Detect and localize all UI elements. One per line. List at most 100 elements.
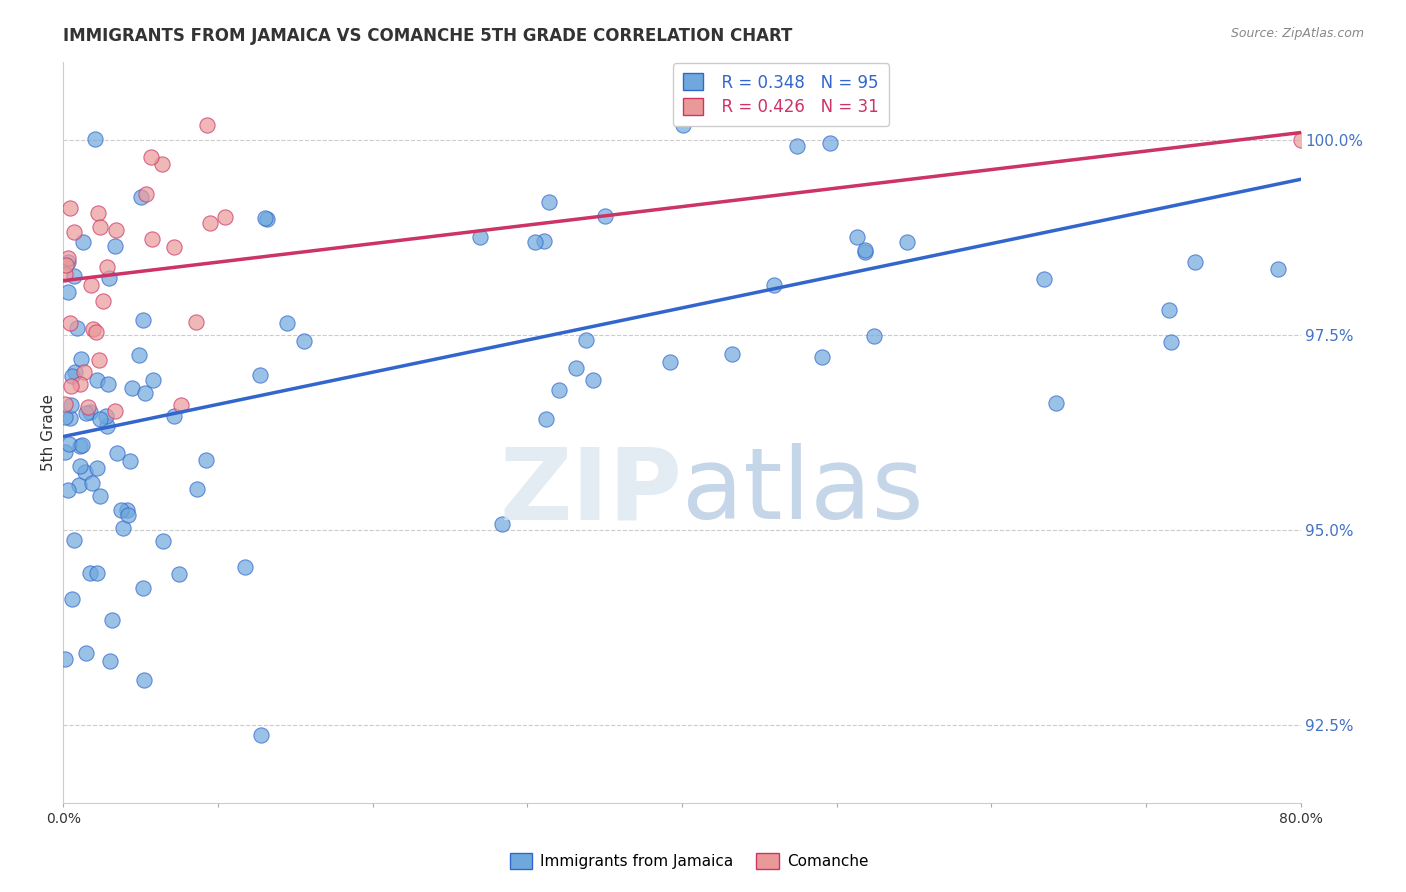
Point [77,400,100,414]
Point [118,453,141,467]
Point [84,132,107,146]
Point [72,235,94,249]
Point [186,483,208,497]
Point [853,244,876,259]
Point [195,118,218,132]
Point [131,313,153,327]
Point [818,136,841,150]
Point [167,566,190,581]
Legend: Immigrants from Jamaica, Comanche: Immigrants from Jamaica, Comanche [503,847,875,875]
Point [1033,272,1056,286]
Point [63,365,86,379]
Point [1157,302,1180,317]
Text: Source: ZipAtlas.com: Source: ZipAtlas.com [1230,27,1364,40]
Point [98,654,121,668]
Point [250,728,273,742]
Legend:   R = 0.348   N = 95,   R = 0.426   N = 31: R = 0.348 N = 95, R = 0.426 N = 31 [673,63,889,127]
Point [104,239,127,253]
Point [117,508,139,522]
Point [53,652,76,666]
Point [786,139,808,153]
Point [135,187,157,202]
Point [256,212,278,227]
Point [491,517,513,532]
Point [523,235,546,249]
Point [132,582,155,596]
Point [53,396,76,410]
Point [129,190,152,204]
Point [194,453,217,467]
Point [721,347,744,361]
Point [94,409,117,423]
Point [75,406,97,420]
Point [139,150,162,164]
Point [69,376,91,391]
Point [62,533,84,548]
Point [162,239,184,253]
Point [59,410,82,425]
Point [163,409,186,423]
Point [79,277,101,292]
Text: ZIP: ZIP [499,443,682,541]
Point [67,478,90,492]
Point [141,232,163,246]
Point [87,353,110,368]
Point [70,438,93,452]
Point [200,216,222,230]
Point [66,320,89,334]
Point [537,194,560,209]
Point [1184,255,1206,269]
Point [121,381,143,395]
Point [762,277,785,292]
Point [63,225,86,239]
Point [170,398,193,412]
Point [60,591,83,606]
Point [59,201,82,215]
Point [1045,396,1067,410]
Point [104,404,127,418]
Text: atlas: atlas [682,443,924,541]
Point [73,365,96,379]
Point [896,235,918,250]
Point [84,326,107,340]
Point [80,476,103,491]
Point [53,445,76,459]
Point [845,229,868,244]
Point [86,461,108,475]
Point [79,566,101,580]
Point [110,502,132,516]
Point [69,458,91,473]
Point [96,419,118,434]
Point [468,229,491,244]
Point [853,244,876,258]
Point [810,350,832,364]
Point [55,409,77,424]
Y-axis label: 5th Grade: 5th Grade [41,394,56,471]
Point [152,534,174,549]
Point [565,361,588,376]
Point [105,223,128,237]
Point [86,566,108,581]
Point [75,646,97,660]
Point [862,329,884,343]
Point [105,446,128,460]
Point [87,206,110,220]
Point [73,465,96,479]
Point [128,348,150,362]
Point [70,352,93,367]
Point [56,285,79,299]
Point [111,521,134,535]
Point [593,210,616,224]
Point [534,412,557,426]
Point [253,211,276,225]
Point [79,405,101,419]
Point [276,316,298,330]
Point [292,334,315,348]
Point [59,316,82,330]
Point [582,373,605,387]
Point [60,368,83,383]
Point [59,379,82,393]
Point [97,377,120,392]
Point [89,412,111,426]
Point [96,260,118,275]
